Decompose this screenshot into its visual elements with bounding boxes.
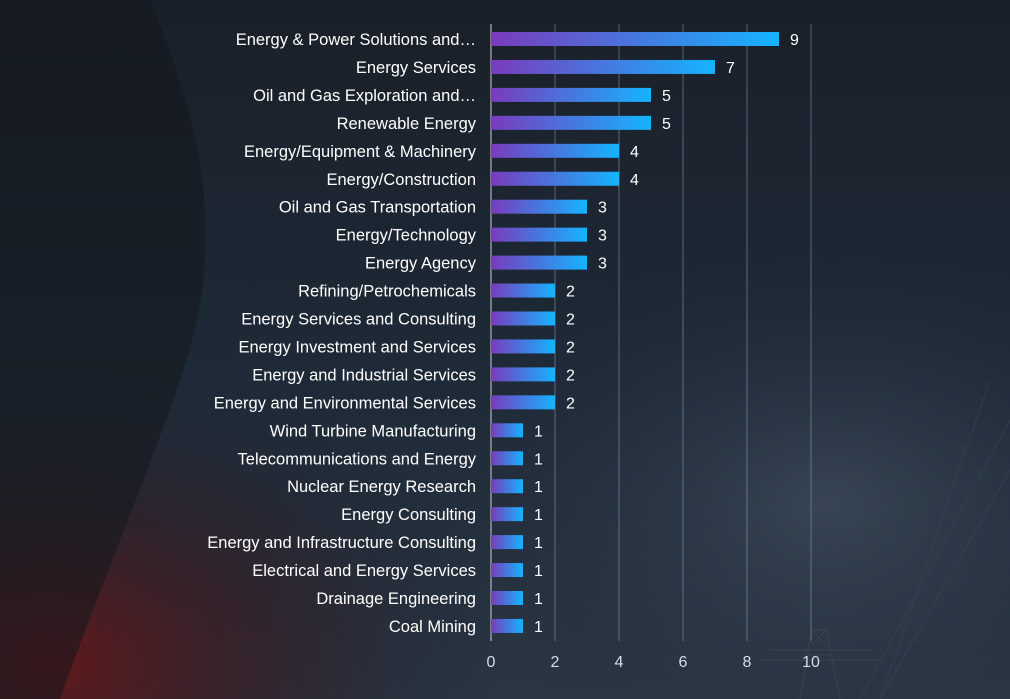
category-label: Energy/Construction xyxy=(327,171,477,189)
value-label: 2 xyxy=(566,367,575,384)
x-tick-label: 2 xyxy=(551,654,560,671)
bar xyxy=(491,563,523,578)
bar xyxy=(491,479,523,494)
bar xyxy=(491,311,555,326)
value-label: 3 xyxy=(598,200,607,217)
bar xyxy=(491,87,651,102)
category-label: Drainage Engineering xyxy=(316,590,476,608)
value-label: 3 xyxy=(598,228,607,245)
category-label: Renewable Energy xyxy=(337,115,477,133)
x-tick-label: 10 xyxy=(802,654,820,671)
value-label: 4 xyxy=(630,172,639,189)
x-axis-tick-labels: 0 2 4 6 8 10 xyxy=(487,654,820,671)
value-label: 1 xyxy=(534,479,543,496)
category-label: Energy/Equipment & Machinery xyxy=(244,143,477,161)
value-label: 1 xyxy=(534,507,543,524)
bar xyxy=(491,535,523,550)
bar xyxy=(491,618,523,633)
bar xyxy=(491,143,619,158)
bar xyxy=(491,591,523,605)
value-label: 2 xyxy=(566,284,575,301)
bar xyxy=(491,507,523,522)
bar xyxy=(491,283,555,298)
category-label: Energy Investment and Services xyxy=(238,338,476,356)
bar xyxy=(491,59,715,74)
value-label: 1 xyxy=(534,619,543,636)
category-label: Energy Services and Consulting xyxy=(241,311,476,329)
bar xyxy=(491,115,651,130)
x-tick-label: 6 xyxy=(679,654,688,671)
bars xyxy=(491,32,779,633)
x-tick-label: 8 xyxy=(743,654,752,671)
value-label: 2 xyxy=(566,395,575,412)
category-label: Coal Mining xyxy=(389,618,476,636)
category-label: Telecommunications and Energy xyxy=(238,450,477,468)
value-label: 4 xyxy=(630,144,639,161)
category-label: Electrical and Energy Services xyxy=(252,562,476,580)
bar xyxy=(491,367,555,382)
power-lines xyxy=(859,379,1010,699)
category-label: Energy and Environmental Services xyxy=(214,394,476,412)
value-label: 5 xyxy=(662,88,671,105)
category-label: Energy and Infrastructure Consulting xyxy=(207,534,476,552)
background-curtain-shape xyxy=(0,0,206,699)
value-labels: 9 7 5 5 4 4 3 3 3 2 2 2 2 2 1 1 1 1 1 1 1 1 xyxy=(534,32,799,636)
value-label: 1 xyxy=(534,563,543,580)
category-label: Energy Services xyxy=(356,59,476,77)
x-tick-label: 4 xyxy=(615,654,624,671)
value-label: 1 xyxy=(534,451,543,468)
value-label: 9 xyxy=(790,32,799,49)
bar xyxy=(491,32,779,46)
category-label: Wind Turbine Manufacturing xyxy=(270,422,476,440)
category-label: Energy/Technology xyxy=(336,227,477,245)
category-label: Energy Consulting xyxy=(341,506,476,524)
bar xyxy=(491,255,587,270)
value-label: 2 xyxy=(566,339,575,356)
bar xyxy=(491,199,587,214)
bar xyxy=(491,339,555,354)
value-label: 2 xyxy=(566,312,575,329)
category-labels: Energy & Power Solutions and… Energy Serv… xyxy=(207,31,476,636)
x-tick-label: 0 xyxy=(487,654,496,671)
category-label: Energy Agency xyxy=(365,255,477,273)
bar xyxy=(491,171,619,186)
category-label: Nuclear Energy Research xyxy=(287,478,476,496)
category-label: Refining/Petrochemicals xyxy=(298,283,476,301)
value-label: 5 xyxy=(662,116,671,133)
category-label: Oil and Gas Transportation xyxy=(279,199,476,217)
transmission-tower-silhouette xyxy=(760,629,880,699)
bar xyxy=(491,227,587,242)
bar xyxy=(491,395,555,410)
value-label: 3 xyxy=(598,256,607,273)
category-label: Oil and Gas Exploration and… xyxy=(253,87,476,105)
bar xyxy=(491,423,523,438)
value-label: 1 xyxy=(534,423,543,440)
bar xyxy=(491,451,523,466)
value-label: 1 xyxy=(534,535,543,552)
category-label: Energy and Industrial Services xyxy=(252,366,476,384)
value-label: 1 xyxy=(534,591,543,608)
value-label: 7 xyxy=(726,60,735,77)
category-label: Energy & Power Solutions and… xyxy=(236,31,476,49)
